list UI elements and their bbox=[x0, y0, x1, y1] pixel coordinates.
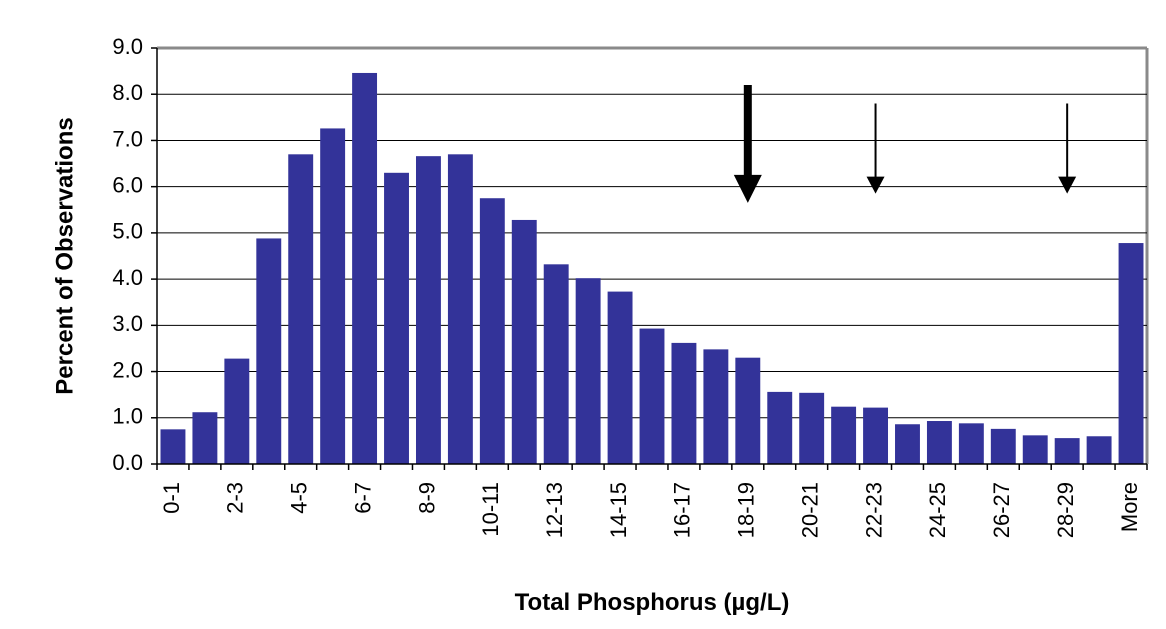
y-tick-label: 4.0 bbox=[112, 265, 143, 290]
x-tick-label: 14-15 bbox=[606, 482, 631, 538]
x-tick-label: 0-1 bbox=[159, 482, 184, 514]
bar bbox=[607, 291, 633, 464]
x-tick-label: 18-19 bbox=[734, 482, 759, 538]
y-tick-label: 8.0 bbox=[112, 80, 143, 105]
bar bbox=[831, 406, 857, 464]
bar bbox=[352, 72, 378, 465]
x-tick-label: 6-7 bbox=[350, 482, 375, 514]
bar bbox=[1118, 243, 1144, 464]
x-tick-label: More bbox=[1117, 482, 1142, 532]
y-axis-title: Percent of Observations bbox=[51, 117, 78, 394]
y-tick-label: 1.0 bbox=[112, 404, 143, 429]
y-tick-label: 5.0 bbox=[112, 219, 143, 244]
y-tick-label: 3.0 bbox=[112, 311, 143, 336]
bar bbox=[1022, 435, 1048, 464]
x-axis-title: Total Phosphorus (µg/L) bbox=[515, 589, 790, 616]
x-tick-label: 8-9 bbox=[414, 482, 439, 514]
arrow-head bbox=[866, 176, 885, 194]
bar bbox=[767, 391, 793, 464]
bar bbox=[224, 358, 250, 464]
bar bbox=[288, 154, 314, 465]
x-tick-label: 22-23 bbox=[861, 482, 886, 538]
bar bbox=[479, 198, 505, 464]
bar bbox=[384, 172, 409, 465]
bar bbox=[735, 357, 761, 464]
bar bbox=[799, 392, 825, 464]
bars-group bbox=[160, 72, 1144, 465]
x-tick-label: 28-29 bbox=[1053, 482, 1078, 538]
y-tick-label: 6.0 bbox=[112, 172, 143, 197]
y-tick-label: 9.0 bbox=[112, 34, 143, 59]
bar bbox=[703, 349, 729, 464]
bar bbox=[575, 278, 601, 464]
bar bbox=[895, 424, 920, 464]
bar bbox=[415, 156, 441, 464]
bar bbox=[192, 412, 218, 464]
bar bbox=[511, 219, 537, 464]
bar bbox=[926, 421, 952, 464]
bar bbox=[863, 407, 889, 464]
x-tick-label: 4-5 bbox=[287, 482, 312, 514]
x-tick-label: 2-3 bbox=[223, 482, 248, 514]
y-tick-label: 0.0 bbox=[112, 450, 143, 475]
y-tick-label: 2.0 bbox=[112, 357, 143, 382]
x-tick-label: 16-17 bbox=[670, 482, 695, 538]
bar bbox=[671, 342, 697, 464]
bar bbox=[543, 264, 569, 464]
bar bbox=[1086, 436, 1112, 464]
y-tick-label: 7.0 bbox=[112, 126, 143, 151]
x-tick-label: 24-25 bbox=[925, 482, 950, 538]
arrow-head bbox=[1058, 176, 1077, 194]
bar bbox=[320, 128, 346, 464]
x-tick-label: 20-21 bbox=[797, 482, 822, 538]
x-tick-label: 12-13 bbox=[542, 482, 567, 538]
bar bbox=[256, 238, 282, 464]
axes bbox=[156, 48, 1147, 465]
bar bbox=[958, 423, 984, 464]
bar bbox=[160, 429, 186, 464]
bar bbox=[1054, 438, 1080, 464]
bar bbox=[990, 428, 1016, 464]
x-ticks: 0-1 2-3 4-5 6-7 8-9 10-11 12-13 14-15 16-17 18-19… bbox=[156, 464, 1148, 538]
bar bbox=[639, 328, 665, 464]
x-tick-label: 26-27 bbox=[989, 482, 1014, 538]
bar bbox=[447, 154, 473, 465]
annotation-arrows bbox=[733, 84, 1077, 203]
x-tick-label: 10-11 bbox=[478, 482, 503, 537]
y-ticks: 0.0 1.0 2.0 3.0 4.0 5.0 6.0 7.0 8.0 9.0 bbox=[112, 34, 157, 475]
arrow-head bbox=[733, 174, 762, 203]
